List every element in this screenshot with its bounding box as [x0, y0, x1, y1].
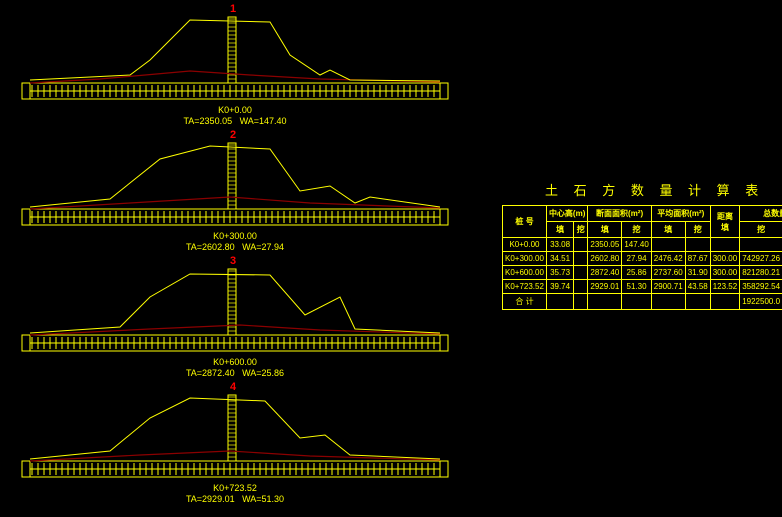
cell: 43.58	[685, 280, 710, 294]
cell	[622, 294, 651, 310]
cell	[685, 294, 710, 310]
table-row: 合 计1922500.041254.3	[503, 294, 782, 310]
table-title: 土 石 方 数 量 计 算 表	[545, 180, 764, 199]
cell: 123.52	[710, 280, 739, 294]
cross-section-2: 2 K0+300.00 TA=2602.80 WA=27.94	[10, 131, 460, 253]
col-avg-area: 平均面积(m²)	[651, 206, 710, 222]
section-caption: K0+723.52 TA=2929.01 WA=51.30	[186, 483, 284, 505]
cell: 2350.05	[588, 238, 622, 252]
cell: 1922500.0	[740, 294, 782, 310]
section-number: 1	[230, 3, 236, 15]
cell	[546, 294, 573, 310]
cell: K0+723.52	[503, 280, 547, 294]
cell: 87.67	[685, 252, 710, 266]
cell: 2872.40	[588, 266, 622, 280]
sub-cut: 挖	[685, 222, 710, 238]
cell	[740, 238, 782, 252]
cell: 2476.42	[651, 252, 685, 266]
col-total: 总数量(m³)	[740, 206, 782, 222]
cross-section-1: 1 K0+0.00 TA=2350.05 WA=147.40	[10, 5, 460, 127]
cell	[588, 294, 622, 310]
cell: 51.30	[622, 280, 651, 294]
table-row: K0+600.0035.73 2872.4025.862737.6031.9030…	[503, 266, 782, 280]
sub-fill: 挖	[740, 222, 782, 238]
cell: 742927.26	[740, 252, 782, 266]
sub-cut: 挖	[622, 222, 651, 238]
cell	[651, 294, 685, 310]
cell	[685, 238, 710, 252]
station-label: K0+723.52	[186, 483, 284, 494]
cell: 39.74	[546, 280, 573, 294]
cell	[651, 238, 685, 252]
section-number: 3	[230, 255, 236, 267]
cell	[574, 266, 588, 280]
sub-fill: 填	[588, 222, 622, 238]
cross-section-3: 3 K0+600.00 TA=2872.40 WA=25.86	[10, 257, 460, 379]
cell: 2900.71	[651, 280, 685, 294]
table-row: K0+300.0034.51 2602.8027.942476.4287.6730…	[503, 252, 782, 266]
section-svg	[10, 257, 460, 362]
sub-cut: 挖	[574, 222, 588, 238]
cell: 25.86	[622, 266, 651, 280]
cross-sections-panel: 1 K0+0.00 TA=2350.05 WA=147.40 2 K0+300.…	[10, 5, 480, 509]
cell: 821280.21	[740, 266, 782, 280]
cell: K0+600.00	[503, 266, 547, 280]
sub-fill: 填	[546, 222, 573, 238]
cell: 33.08	[546, 238, 573, 252]
sub-fill: 填	[651, 222, 685, 238]
col-dist: 距离填	[710, 206, 739, 238]
table-row: K0+723.5239.74 2929.0151.302900.7143.5812…	[503, 280, 782, 294]
cell: 31.90	[685, 266, 710, 280]
cell: 147.40	[622, 238, 651, 252]
cell	[574, 294, 588, 310]
section-number: 4	[230, 381, 236, 393]
cell: 35.73	[546, 266, 573, 280]
cell: 34.51	[546, 252, 573, 266]
station-label: K0+600.00	[186, 357, 284, 368]
ta-wa-label: TA=2602.80 WA=27.94	[186, 242, 284, 253]
ta-wa-label: TA=2872.40 WA=25.86	[186, 368, 284, 379]
cell: K0+0.00	[503, 238, 547, 252]
section-number: 2	[230, 129, 236, 141]
cell	[710, 294, 739, 310]
cell	[710, 238, 739, 252]
table-row: K0+0.0033.08 2350.05147.40	[503, 238, 782, 252]
cell: 300.00	[710, 252, 739, 266]
col-area: 断面面积(m²)	[588, 206, 651, 222]
section-caption: K0+0.00 TA=2350.05 WA=147.40	[183, 105, 286, 127]
cell: 2737.60	[651, 266, 685, 280]
station-label: K0+300.00	[186, 231, 284, 242]
earthwork-table: 桩 号 中心高(m) 断面面积(m²) 平均面积(m²) 距离填 总数量(m³)…	[502, 205, 782, 310]
section-svg	[10, 5, 460, 110]
cell: 2929.01	[588, 280, 622, 294]
section-caption: K0+600.00 TA=2872.40 WA=25.86	[186, 357, 284, 379]
section-svg	[10, 383, 460, 488]
cell	[574, 238, 588, 252]
station-label: K0+0.00	[183, 105, 286, 116]
cross-section-4: 4 K0+723.52 TA=2929.01 WA=51.30	[10, 383, 460, 505]
cell	[574, 252, 588, 266]
col-station: 桩 号	[503, 206, 547, 238]
section-svg	[10, 131, 460, 236]
section-caption: K0+300.00 TA=2602.80 WA=27.94	[186, 231, 284, 253]
cell	[574, 280, 588, 294]
col-center-h: 中心高(m)	[546, 206, 587, 222]
ta-wa-label: TA=2929.01 WA=51.30	[186, 494, 284, 505]
cell: 27.94	[622, 252, 651, 266]
ta-wa-label: TA=2350.05 WA=147.40	[183, 116, 286, 127]
cell: K0+300.00	[503, 252, 547, 266]
cell: 358292.54	[740, 280, 782, 294]
cell: 2602.80	[588, 252, 622, 266]
cell: 合 计	[503, 294, 547, 310]
cell: 300.00	[710, 266, 739, 280]
